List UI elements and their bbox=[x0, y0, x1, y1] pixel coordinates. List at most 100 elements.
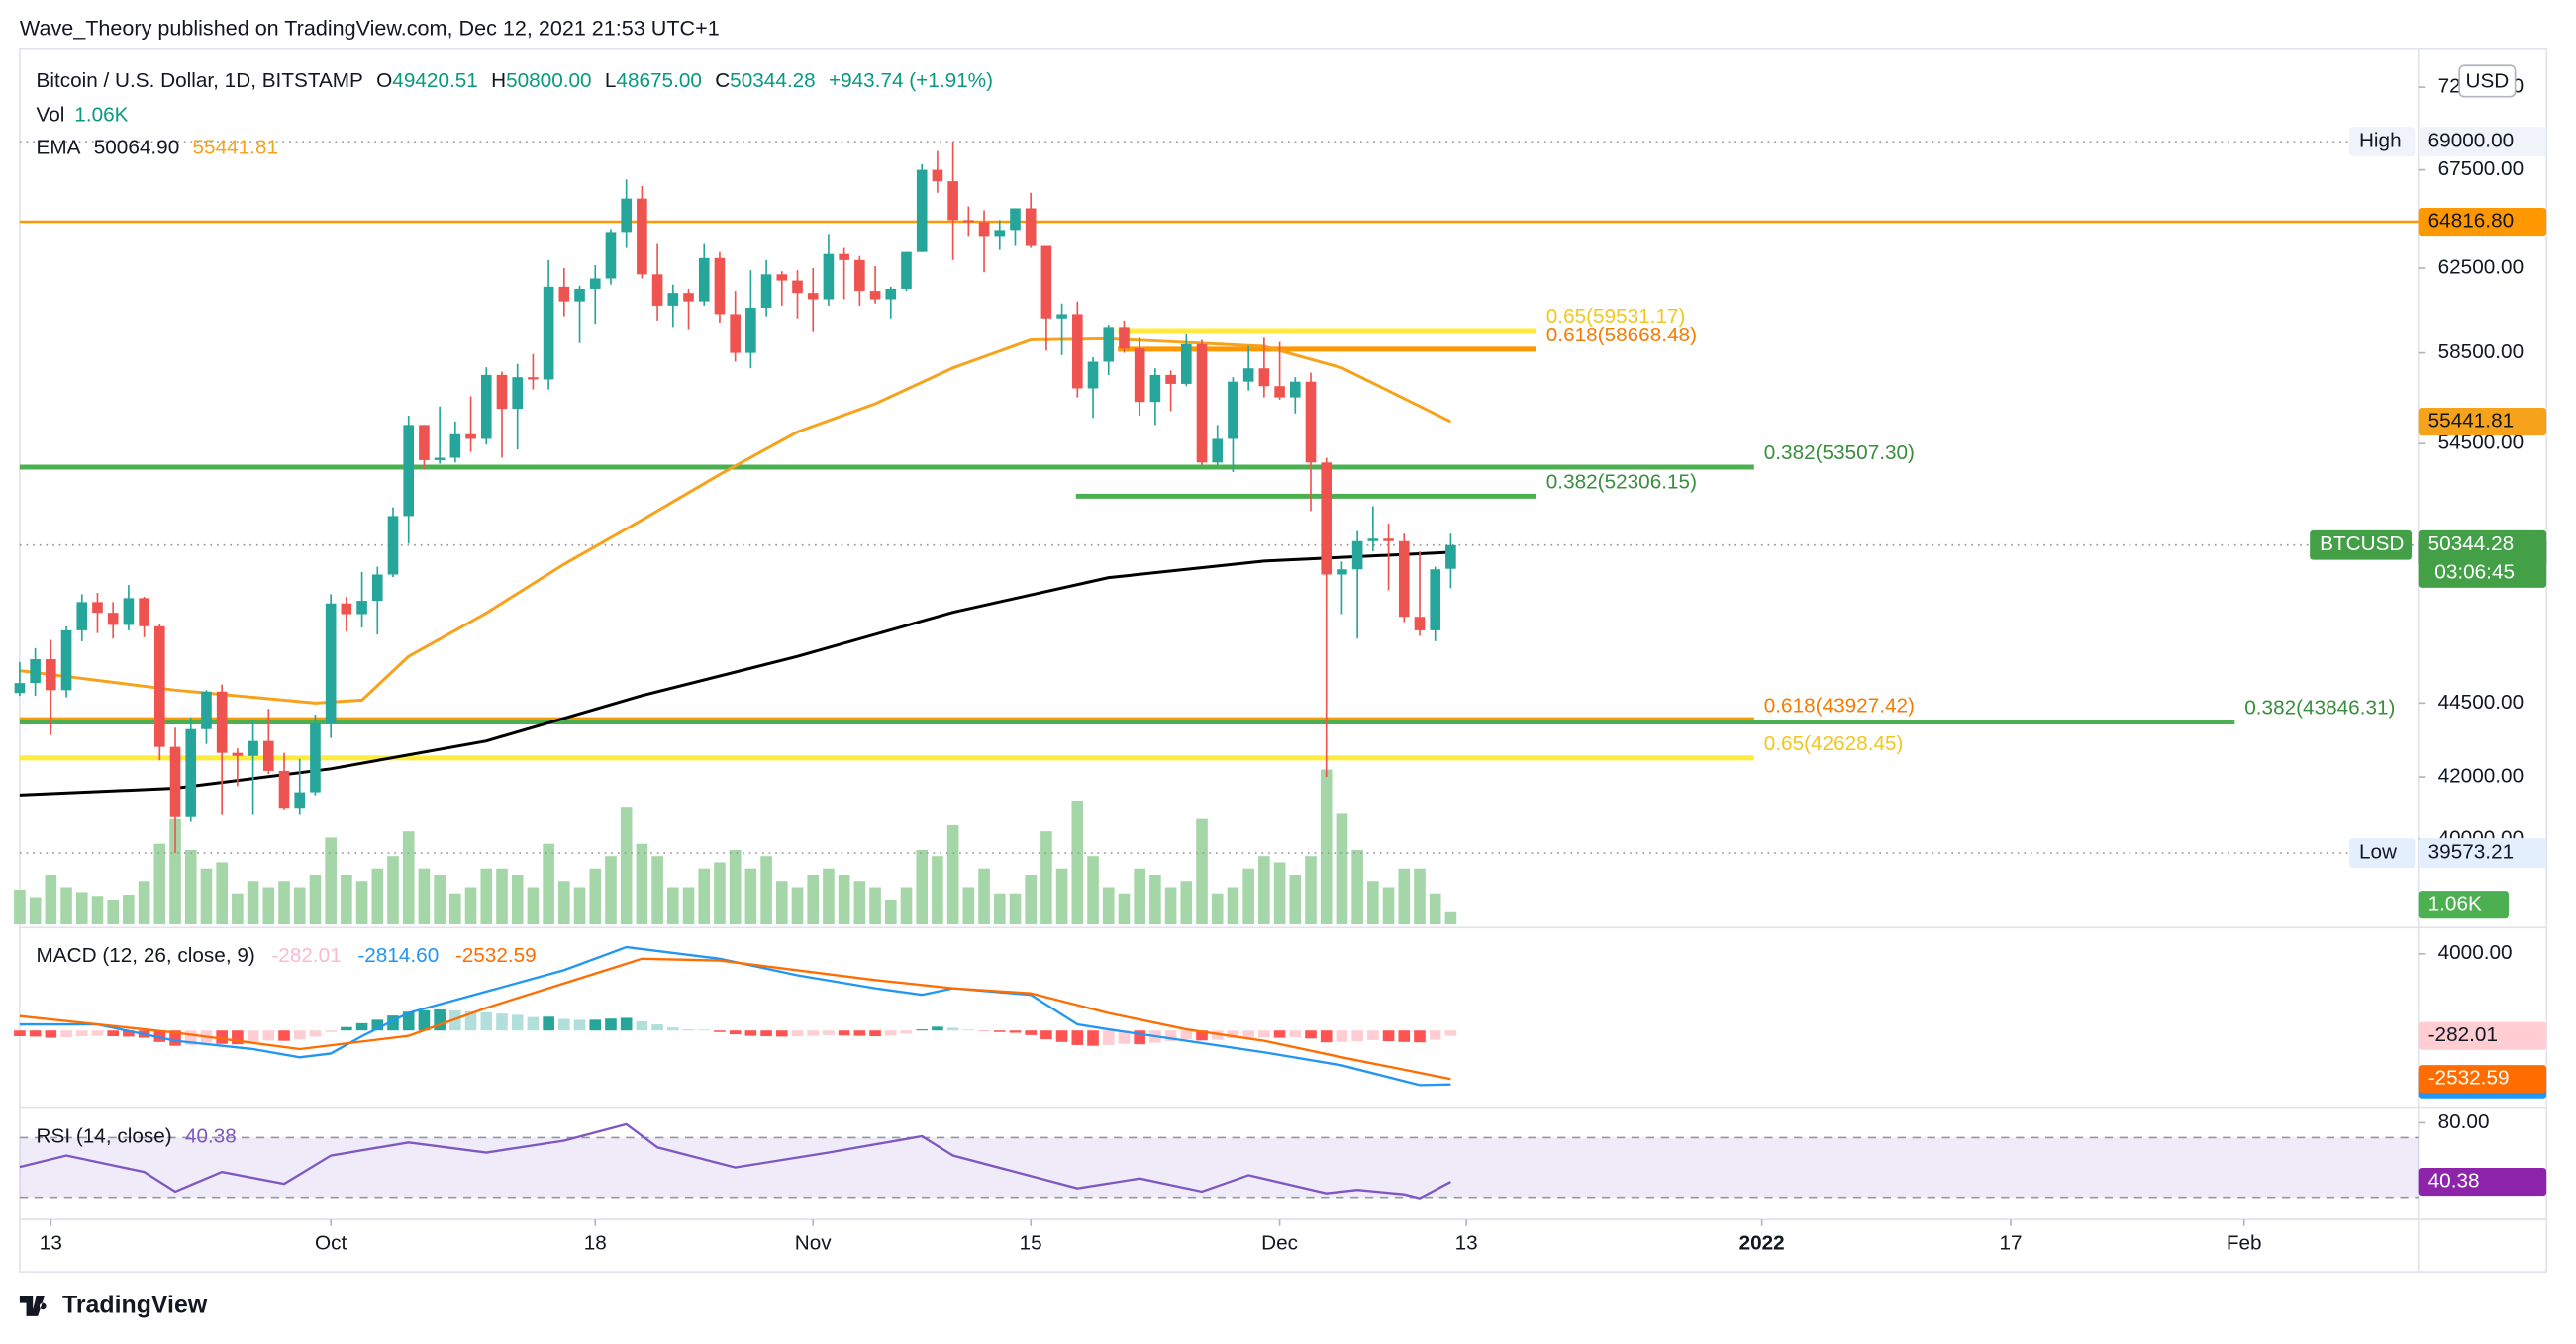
candle-body bbox=[1056, 314, 1067, 319]
candle-body bbox=[1274, 386, 1285, 398]
low-tag: Low bbox=[2359, 841, 2398, 864]
macd-histogram-bar bbox=[60, 1030, 72, 1037]
x-tick-label: 13 bbox=[40, 1231, 62, 1254]
macd-histogram-bar bbox=[1227, 1030, 1239, 1038]
x-tick-label: 15 bbox=[1020, 1231, 1042, 1254]
candle-body bbox=[947, 181, 958, 221]
volume-bar bbox=[620, 807, 633, 925]
macd-badge-bg bbox=[2418, 1065, 2547, 1094]
volume-bar bbox=[605, 856, 617, 925]
candle-body bbox=[885, 288, 897, 300]
candle-body bbox=[760, 274, 772, 309]
countdown: 03:06:45 bbox=[2434, 560, 2515, 583]
macd-histogram-bar bbox=[434, 1008, 446, 1031]
volume-bar bbox=[184, 849, 197, 925]
rsi-badge-bg bbox=[2418, 1167, 2547, 1197]
volume-bar bbox=[91, 896, 104, 925]
volume-bar bbox=[341, 874, 352, 925]
volume-bar bbox=[1149, 874, 1161, 925]
last-badge: 50344.28 bbox=[2428, 532, 2515, 555]
macd-histogram-bar bbox=[1180, 1030, 1193, 1040]
candle-body bbox=[869, 291, 881, 300]
macd-histogram-bar bbox=[293, 1030, 306, 1040]
macd-histogram-bar bbox=[107, 1030, 119, 1037]
volume-bar bbox=[309, 874, 322, 925]
volume-bar bbox=[1242, 868, 1254, 925]
macd-histogram-bar bbox=[371, 1019, 384, 1031]
volume-bar bbox=[1398, 868, 1411, 925]
volume-bar bbox=[200, 868, 213, 925]
y-tick-label: 67500.00 bbox=[2438, 157, 2525, 180]
volume-bar bbox=[729, 849, 742, 925]
volume-bar bbox=[1444, 911, 1457, 925]
candle-body bbox=[1165, 374, 1176, 384]
candle-body bbox=[1180, 343, 1192, 384]
macd-histogram-bar bbox=[278, 1030, 290, 1041]
macd-histogram-bar bbox=[1258, 1030, 1270, 1038]
macd-histogram-bar bbox=[1009, 1030, 1022, 1033]
macd-histogram-bar bbox=[1273, 1030, 1286, 1038]
macd-histogram-bar bbox=[993, 1030, 1006, 1032]
macd-histogram-bar bbox=[153, 1030, 166, 1042]
candle-body bbox=[107, 613, 119, 625]
macd-histogram-bar bbox=[1289, 1030, 1302, 1038]
y-tick-label: 58500.00 bbox=[2438, 340, 2525, 363]
macd-histogram-bar bbox=[573, 1019, 586, 1031]
candle-body bbox=[512, 377, 524, 410]
macd-histogram-bar bbox=[791, 1030, 804, 1037]
candle-body bbox=[325, 603, 337, 723]
volume-bar bbox=[325, 837, 337, 925]
x-tick-label: 2022 bbox=[1739, 1231, 1785, 1254]
macd-histogram-bar bbox=[262, 1030, 275, 1041]
legend-item: RSI (14, close) bbox=[37, 1125, 172, 1148]
candle-body bbox=[994, 230, 1006, 237]
candle-body bbox=[403, 425, 415, 517]
volume-bar bbox=[760, 856, 772, 925]
candle-body bbox=[1149, 374, 1161, 403]
macd-histogram-bar bbox=[449, 1009, 461, 1031]
legend: Vol 1.06K bbox=[37, 104, 129, 127]
candle-body bbox=[232, 752, 244, 756]
low-badge: 39573.21 bbox=[2428, 841, 2515, 864]
y-tick-label: 4000.00 bbox=[2438, 941, 2513, 964]
status-line: Bitcoin / U.S. Dollar, 1D, BITSTAMP O4942… bbox=[37, 69, 994, 92]
legend-item: -282.01 bbox=[271, 945, 341, 968]
macd-histogram-bar bbox=[1040, 1030, 1052, 1040]
macd-histogram-bar bbox=[729, 1030, 742, 1035]
volume-bar bbox=[791, 887, 804, 925]
candle-body bbox=[60, 629, 72, 691]
currency: USD bbox=[2465, 69, 2509, 92]
last-tag: BTCUSD bbox=[2320, 532, 2404, 555]
volume-bar bbox=[807, 874, 820, 925]
candle-body bbox=[1430, 569, 1441, 630]
level-label: 0.65(42628.45) bbox=[1764, 732, 1904, 755]
candle-body bbox=[123, 598, 135, 625]
rsi-line bbox=[19, 1122, 1451, 1200]
ema-badge: 55441.81 bbox=[2428, 410, 2515, 432]
volume-bar bbox=[1211, 893, 1224, 925]
legend: RSI (14, close) 40.38 bbox=[37, 1125, 237, 1148]
candle-body bbox=[139, 598, 149, 626]
macd-histogram-bar bbox=[1071, 1030, 1084, 1045]
x-tick-label: 18 bbox=[584, 1231, 607, 1254]
legend-item: -2814.60 bbox=[357, 945, 439, 968]
candle-body bbox=[667, 293, 679, 306]
ohlc-key: H bbox=[491, 69, 506, 92]
candle-body bbox=[698, 257, 710, 302]
candle-body bbox=[14, 683, 26, 694]
macd-histogram-bar bbox=[1444, 1030, 1457, 1036]
candle-body bbox=[154, 625, 165, 747]
macd-histogram-bar bbox=[682, 1029, 695, 1031]
candle-body bbox=[1258, 368, 1270, 387]
volume-bar bbox=[1102, 887, 1115, 925]
macd-histogram-bar bbox=[1320, 1030, 1333, 1043]
macd-histogram-bar bbox=[620, 1017, 633, 1031]
candle-body bbox=[278, 770, 290, 809]
volume-bar bbox=[993, 893, 1006, 925]
candle-body bbox=[730, 314, 741, 353]
candle-body bbox=[169, 746, 181, 817]
volume-bar bbox=[744, 868, 757, 925]
legend: EMA 50064.90 55441.81 bbox=[37, 137, 279, 159]
rsi-band bbox=[19, 1137, 2419, 1198]
candle-body bbox=[201, 691, 212, 729]
